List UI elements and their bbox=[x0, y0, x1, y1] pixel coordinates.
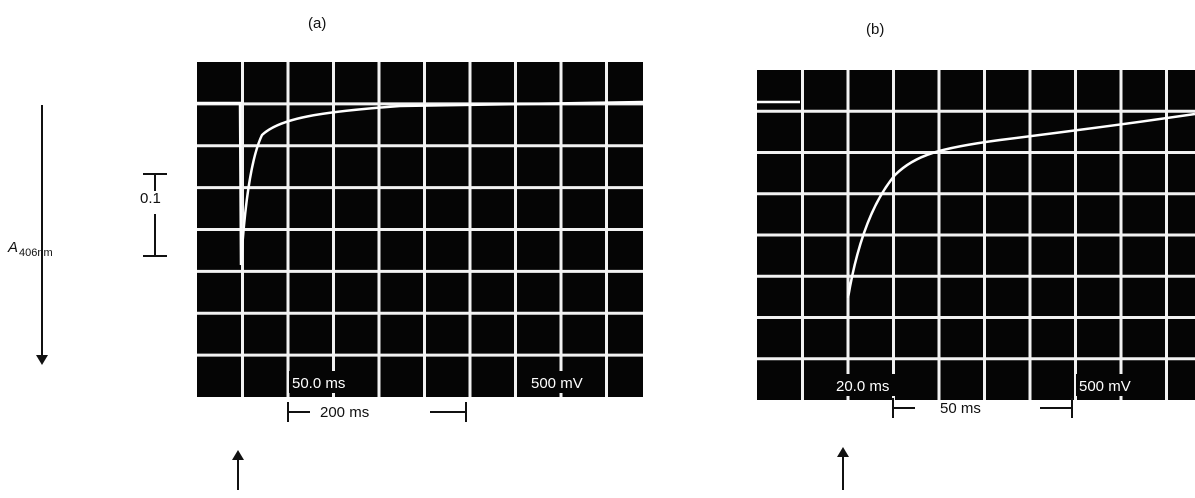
volts-per-div: 500 mV bbox=[531, 375, 583, 392]
axis-subscript: 406nm bbox=[19, 247, 53, 259]
panel-label: (b) bbox=[866, 21, 884, 38]
scale-label: 0.1 bbox=[140, 190, 161, 207]
figure: A 406nm 0.1 (a) (b) 50.0 ms 500 mV 20.0 m… bbox=[0, 0, 1195, 493]
screen: 20.0 ms 500 mV bbox=[757, 70, 1195, 400]
screen: 50.0 ms 500 mV bbox=[197, 62, 643, 397]
time-label: 50 ms bbox=[940, 400, 981, 417]
time-per-div: 20.0 ms bbox=[836, 378, 889, 395]
axis-label: A bbox=[7, 239, 18, 256]
panel-label: (a) bbox=[308, 15, 326, 32]
scale-bar bbox=[143, 174, 167, 256]
time-per-div: 50.0 ms bbox=[292, 375, 345, 392]
volts-per-div: 500 mV bbox=[1079, 378, 1131, 395]
time-label: 200 ms bbox=[320, 404, 369, 421]
